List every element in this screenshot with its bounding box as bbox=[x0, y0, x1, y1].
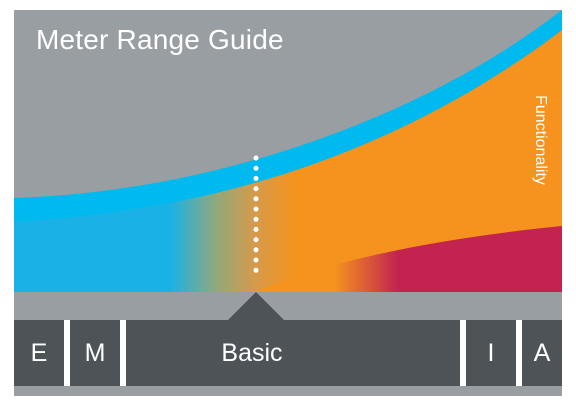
segment-i-bg bbox=[466, 320, 516, 386]
segment-strip-bottom bbox=[14, 386, 562, 396]
segment-e[interactable]: E bbox=[30, 338, 48, 367]
segment-basic-bg bbox=[126, 320, 460, 386]
functionality-band bbox=[14, 30, 562, 292]
functionality-axis-label: Functionality bbox=[532, 95, 549, 185]
segment-a[interactable]: A bbox=[533, 338, 551, 367]
range-pointer bbox=[228, 292, 284, 320]
segment-i[interactable]: I bbox=[487, 338, 495, 367]
segment-m-bg bbox=[70, 320, 120, 386]
segment-strip bbox=[14, 292, 562, 320]
segment-a-bg bbox=[522, 320, 562, 386]
segment-e-bg bbox=[14, 320, 64, 386]
segment-basic[interactable]: Basic bbox=[221, 338, 283, 367]
advanced-band bbox=[14, 226, 562, 292]
blue-curve-band bbox=[14, 10, 562, 222]
diagram-title: Meter Range Guide bbox=[36, 24, 284, 55]
segment-m[interactable]: M bbox=[84, 338, 106, 367]
